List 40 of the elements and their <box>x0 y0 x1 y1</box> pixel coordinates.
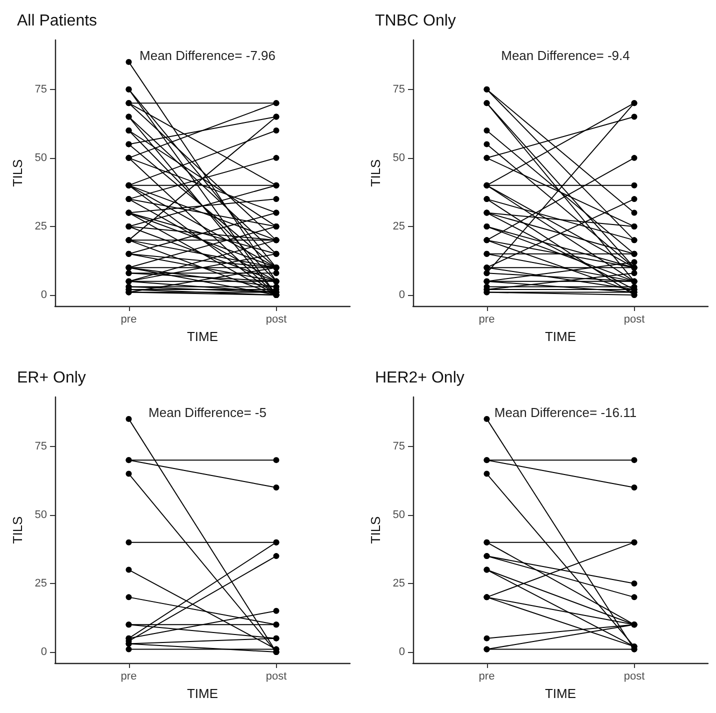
y-tick-label: 50 <box>34 152 47 164</box>
x-tick-label: pre <box>120 670 137 682</box>
y-tick-label: 25 <box>34 220 47 232</box>
y-tick-label: 75 <box>34 440 47 452</box>
y-tick-label: 50 <box>392 508 405 521</box>
y-tick-label: 50 <box>392 152 405 164</box>
y-tick-label: 75 <box>34 83 47 96</box>
x-tick-label: pre <box>478 670 495 682</box>
y-tick-label: 25 <box>392 577 405 590</box>
y-tick-label: 25 <box>34 577 47 590</box>
x-tick-label: post <box>624 314 645 326</box>
annotation: Mean Difference= -16.11 <box>494 405 637 420</box>
x-axis-title: TIME <box>186 686 218 701</box>
x-tick-label: pre <box>478 314 495 326</box>
x-tick-label: pre <box>120 314 137 326</box>
y-tick-label: 25 <box>392 220 405 232</box>
chart-title: HER2+ Only <box>375 370 464 386</box>
y-tick-label: 0 <box>40 289 47 302</box>
y-axis-title: TILS <box>10 158 25 187</box>
chart-title: All Patients <box>17 12 98 30</box>
y-tick-label: 0 <box>398 646 405 658</box>
y-tick-label: 50 <box>34 508 47 521</box>
x-axis-title: TIME <box>186 328 218 344</box>
annotation: Mean Difference= -5 <box>148 405 266 420</box>
y-tick-label: 0 <box>398 289 405 302</box>
annotation: Mean Difference= -9.4 <box>501 48 630 63</box>
chart-title: ER+ Only <box>17 370 86 386</box>
annotation: Mean Difference= -7.96 <box>140 48 276 63</box>
y-tick-label: 0 <box>40 646 47 658</box>
x-tick-label: post <box>624 670 645 682</box>
x-axis-title: TIME <box>544 686 576 701</box>
x-tick-label: post <box>266 670 287 682</box>
y-axis-title: TILS <box>368 158 383 187</box>
y-tick-label: 75 <box>392 440 405 452</box>
chart-title: TNBC Only <box>375 12 456 30</box>
y-tick-label: 75 <box>392 83 405 96</box>
y-axis-title: TILS <box>10 516 25 544</box>
x-tick-label: post <box>266 314 287 326</box>
y-axis-title: TILS <box>368 516 383 544</box>
x-axis-title: TIME <box>544 328 576 344</box>
